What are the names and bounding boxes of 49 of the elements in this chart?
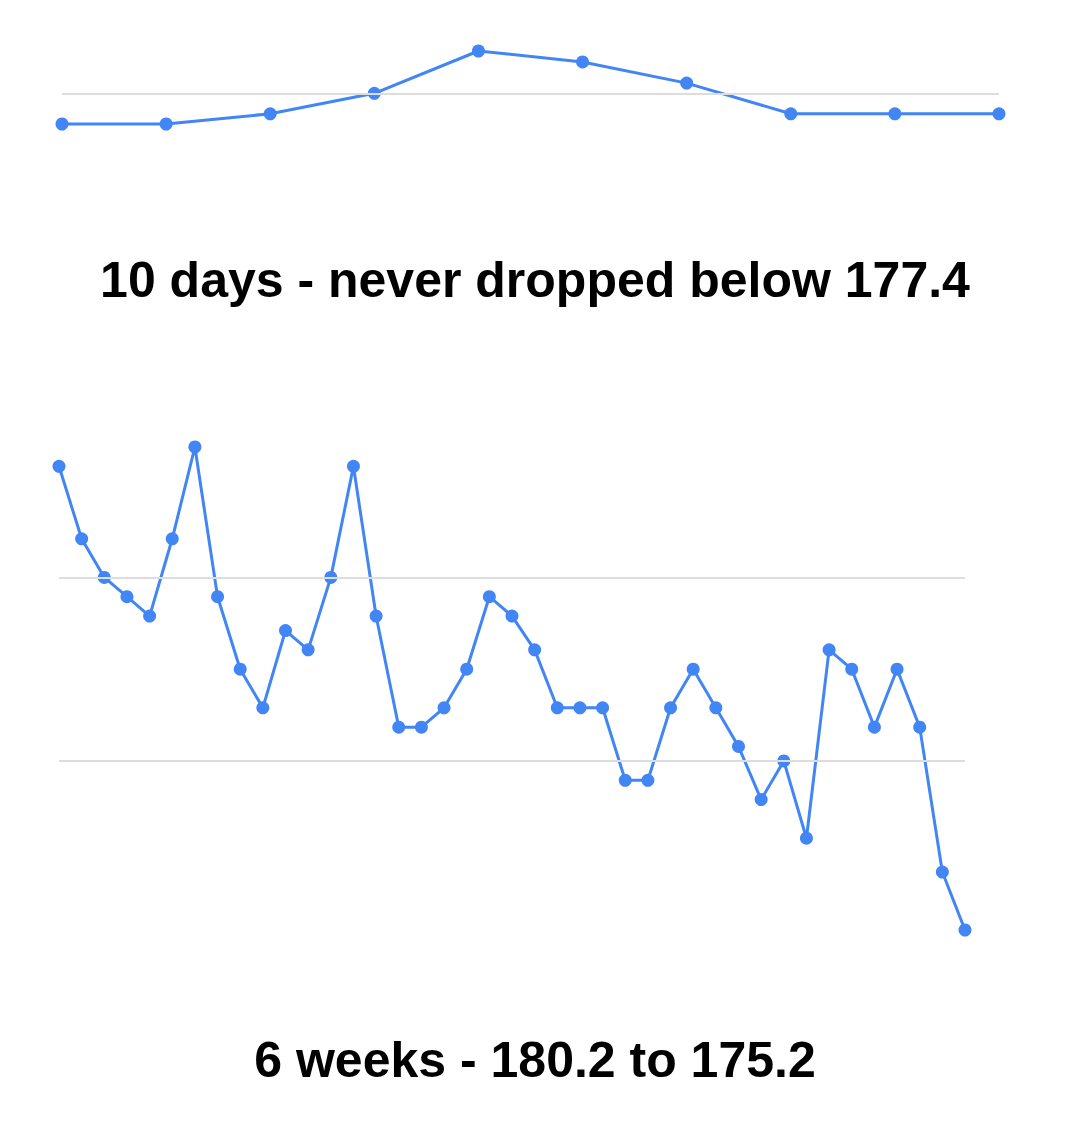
point: [958, 923, 972, 937]
point: [528, 643, 542, 657]
point: [392, 720, 406, 734]
point: [55, 117, 69, 131]
point: [263, 107, 277, 121]
point: [471, 44, 485, 58]
point: [913, 720, 927, 734]
text: 6 weeks - 180.2 to 175.2: [254, 1032, 816, 1088]
point: [301, 643, 315, 657]
point: [732, 739, 745, 753]
point: [143, 609, 157, 623]
point: [279, 624, 292, 638]
point: [664, 701, 678, 715]
point: [482, 590, 496, 604]
point: [680, 76, 694, 90]
point: [935, 865, 949, 879]
point: [822, 643, 836, 657]
point: [550, 701, 564, 715]
point: [888, 107, 902, 121]
point: [256, 701, 270, 715]
point: [573, 701, 587, 715]
point: [120, 590, 134, 604]
point: [686, 662, 700, 676]
point: [596, 701, 610, 715]
point: [165, 532, 179, 546]
point: [437, 701, 451, 715]
point: [233, 662, 247, 676]
point: [641, 773, 655, 787]
point: [75, 532, 89, 546]
point: [414, 720, 428, 734]
point: [188, 440, 202, 454]
point: [460, 662, 474, 676]
point: [505, 609, 519, 623]
point: [52, 459, 66, 473]
text: 10 days - never dropped below 177.4: [100, 252, 971, 308]
point: [867, 720, 881, 734]
point: [754, 793, 768, 807]
point: [576, 55, 590, 69]
point: [211, 590, 225, 604]
point: [799, 831, 813, 845]
point: [618, 773, 632, 787]
point: [369, 609, 383, 623]
point: [159, 117, 173, 131]
point: [784, 107, 798, 121]
point: [992, 107, 1006, 121]
point: [890, 662, 904, 676]
point: [709, 701, 723, 715]
point: [346, 459, 360, 473]
point: [845, 662, 859, 676]
